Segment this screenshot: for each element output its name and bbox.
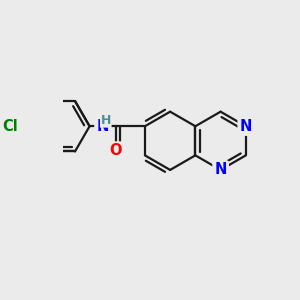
Text: Cl: Cl — [2, 119, 18, 134]
Text: O: O — [110, 143, 122, 158]
Text: N: N — [214, 162, 227, 177]
Text: N: N — [240, 119, 252, 134]
Text: H: H — [97, 119, 109, 133]
Text: N: N — [97, 119, 109, 134]
Text: H: H — [100, 114, 111, 127]
